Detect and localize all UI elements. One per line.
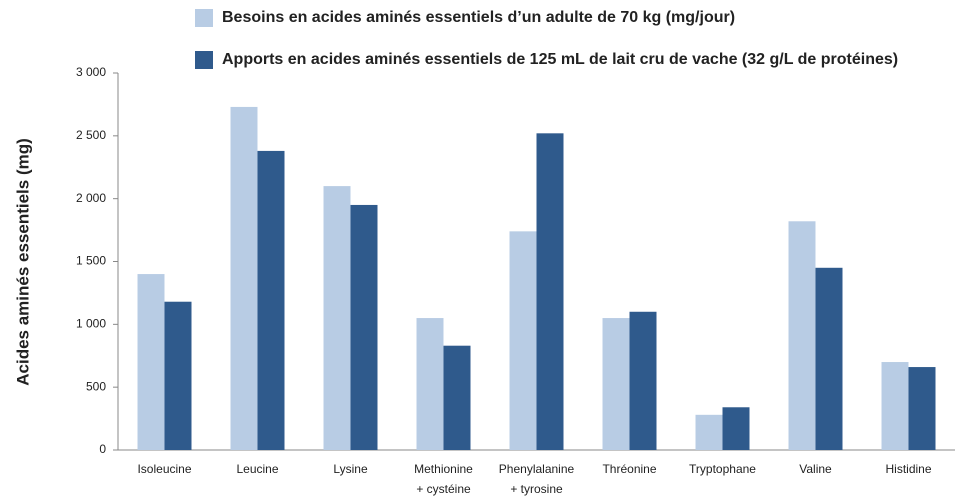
- bar: [509, 231, 537, 450]
- x-tick-label: Thréonine: [602, 462, 656, 476]
- bar: [881, 362, 909, 450]
- legend-swatch: [195, 51, 213, 69]
- bar: [137, 274, 165, 450]
- y-tick-label: 2 000: [76, 191, 106, 205]
- x-tick-label: Histidine: [885, 462, 931, 476]
- bar: [536, 133, 564, 450]
- x-tick-label: Lysine: [333, 462, 368, 476]
- y-tick-label: 0: [99, 442, 106, 456]
- bar: [230, 106, 258, 451]
- y-tick-label: 3 000: [76, 65, 106, 79]
- bar: [815, 267, 843, 450]
- x-tick-label: Valine: [799, 462, 832, 476]
- bar: [257, 150, 285, 450]
- bar: [629, 311, 657, 450]
- y-tick-label: 1 000: [76, 317, 106, 331]
- legend-label: Besoins en acides aminés essentiels d’un…: [222, 9, 735, 26]
- bar: [443, 345, 471, 450]
- bar: [722, 407, 750, 450]
- x-tick-label: Leucine: [236, 462, 278, 476]
- x-tick-label: Tryptophane: [689, 462, 756, 476]
- y-tick-label: 500: [86, 379, 106, 393]
- x-tick-label: Methionine + cystéine: [414, 462, 473, 496]
- y-tick-label: 2 500: [76, 128, 106, 142]
- bar: [695, 414, 723, 450]
- legend-swatch: [195, 9, 213, 27]
- bar: [908, 367, 936, 450]
- bar: [323, 186, 351, 450]
- x-tick-label: Phenylalanine + tyrosine: [499, 462, 575, 496]
- y-axis-label: Acides aminés essentiels (mg): [13, 138, 32, 386]
- bar: [416, 318, 444, 450]
- y-tick-label: 1 500: [76, 254, 106, 268]
- x-tick-label: Isoleucine: [137, 462, 191, 476]
- bar: [602, 318, 630, 450]
- bar: [164, 301, 192, 450]
- bar: [350, 204, 378, 450]
- legend-label: Apports en acides aminés essentiels de 1…: [222, 51, 898, 68]
- bar: [788, 221, 816, 450]
